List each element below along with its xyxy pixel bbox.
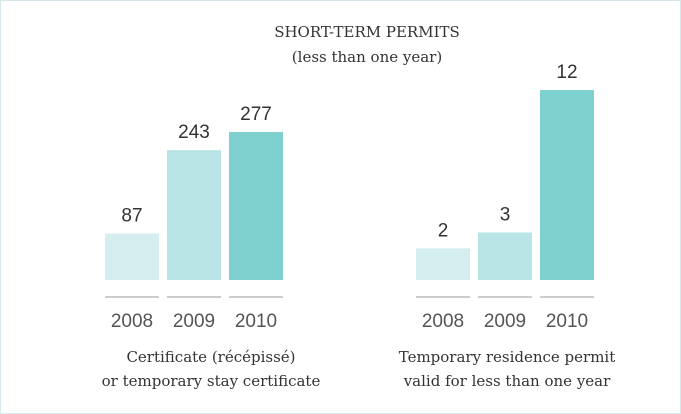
chart-title: SHORT-TERM PERMITS: [274, 23, 460, 41]
x-tick-label: 2010: [546, 311, 588, 332]
caption: or temporary stay certificate: [102, 372, 321, 390]
bar: [229, 132, 283, 280]
caption: Certificate (récépissé): [126, 348, 295, 366]
x-tick-label: 2008: [422, 311, 464, 332]
bar: [540, 90, 594, 280]
bar: [416, 248, 470, 280]
x-tick-label: 2009: [173, 311, 215, 332]
x-tick-label: 2008: [111, 311, 153, 332]
value-label: 2: [438, 220, 449, 241]
value-label: 87: [121, 206, 142, 227]
caption: valid for less than one year: [403, 372, 611, 390]
bar: [478, 232, 532, 280]
bar: [105, 233, 159, 280]
caption: Temporary residence permit: [399, 348, 616, 366]
value-label: 3: [500, 205, 511, 226]
value-label: 12: [556, 62, 577, 83]
value-label: 243: [178, 122, 210, 143]
bar: [167, 150, 221, 280]
x-tick-label: 2010: [235, 311, 277, 332]
x-tick-label: 2009: [484, 311, 526, 332]
chart-subtitle: (less than one year): [292, 48, 442, 66]
value-label: 277: [240, 104, 272, 125]
